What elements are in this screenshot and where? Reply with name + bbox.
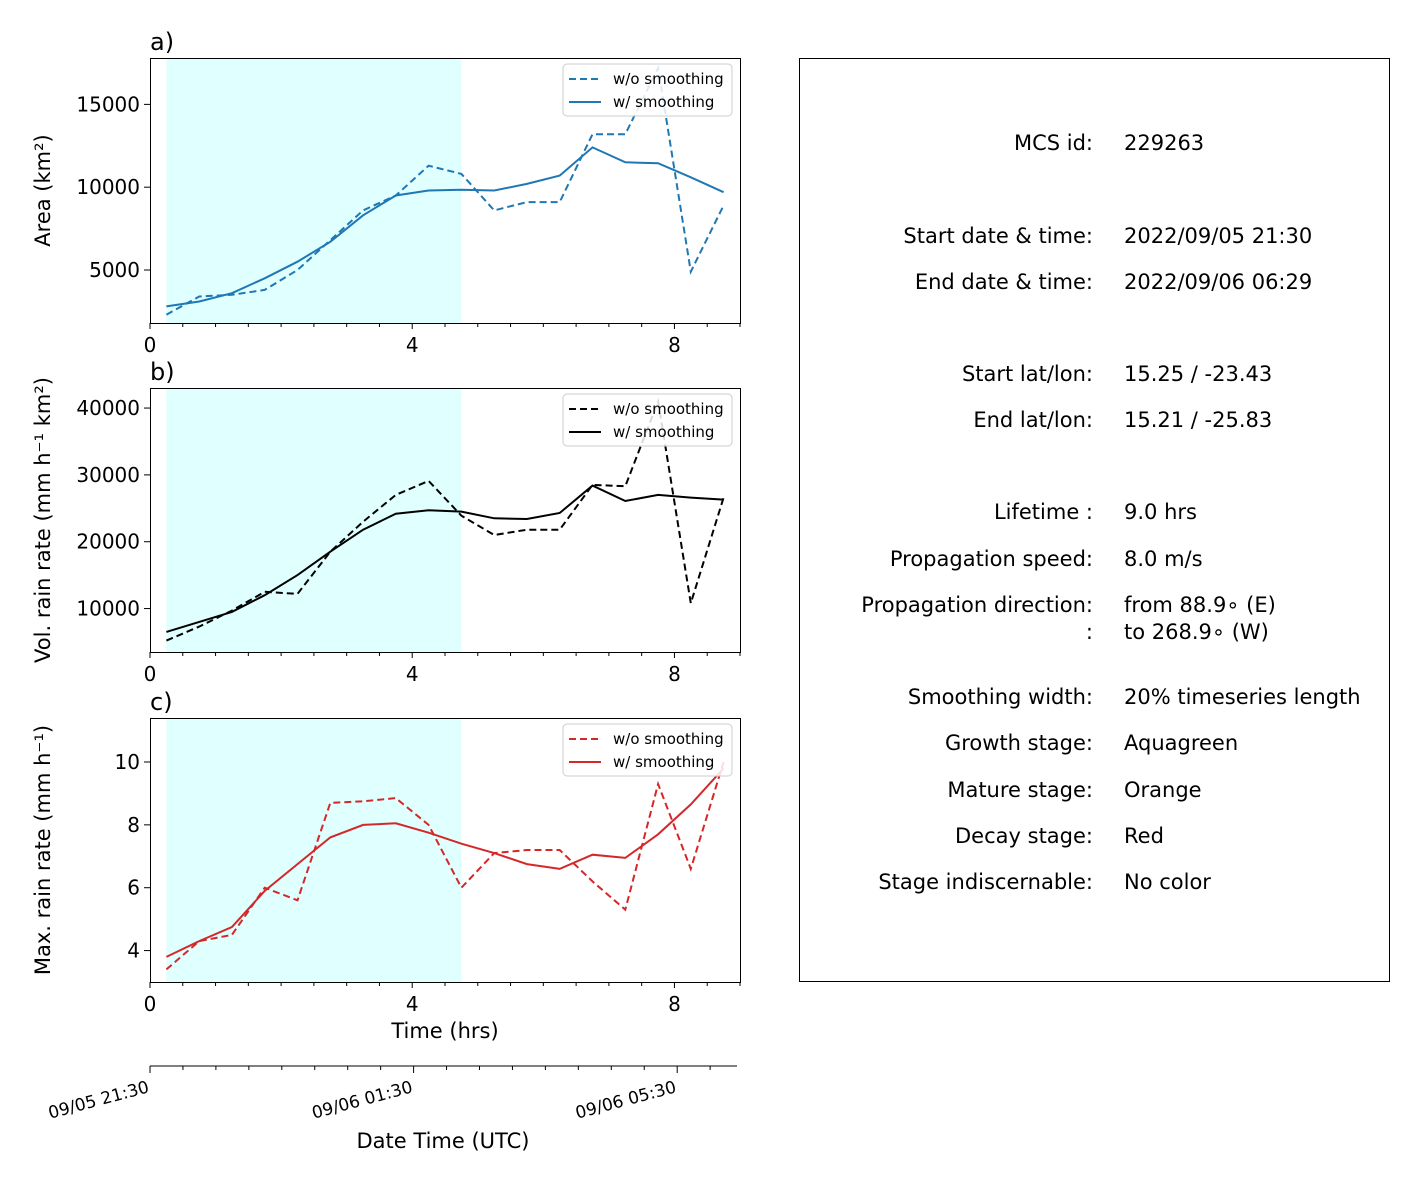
datetime-axis: 09/05 21:30 09/06 01:30 09/06 05:30 Date T… [46, 1065, 737, 1153]
legend-entry: w/ smoothing [613, 753, 714, 771]
legend: w/o smoothing w/ smoothing [562, 393, 733, 447]
info-label: : [1086, 620, 1093, 644]
info-label: Decay stage: [955, 824, 1093, 848]
info-value: 229263 [1124, 131, 1204, 155]
panel-a-area: 0 4 8 5000 10000 15000 a) Area (km²) w/o smoo… [31, 28, 741, 357]
info-value: 9.0 hrs [1124, 500, 1197, 524]
y-tick-label: 4 [127, 939, 140, 963]
info-value: Aquagreen [1124, 731, 1238, 755]
info-label: Start lat/lon: [962, 362, 1093, 386]
legend-entry: w/o smoothing [613, 730, 724, 748]
info-label: Growth stage: [945, 731, 1093, 755]
info-label: Start date & time: [903, 224, 1093, 248]
info-label: MCS id: [1014, 131, 1093, 155]
info-label: Propagation direction: [861, 593, 1093, 617]
panel-letter: b) [150, 358, 175, 386]
y-tick-label: 40000 [76, 396, 140, 420]
legend: w/o smoothing w/ smoothing [562, 63, 733, 117]
info-label: Propagation speed: [890, 547, 1093, 571]
info-box-frame [799, 58, 1390, 982]
legend-entry: w/ smoothing [613, 93, 714, 111]
y-axis-label: Area (km²) [31, 134, 55, 246]
x-tick-label: 0 [144, 662, 157, 686]
x-tick-label: 4 [406, 333, 419, 357]
info-value: 2022/09/06 06:29 [1124, 270, 1312, 294]
y-tick-label: 10000 [76, 597, 140, 621]
x-tick-label: 0 [144, 992, 157, 1016]
growth-stage-shade [166, 388, 462, 652]
x-tick-label: 4 [406, 992, 419, 1016]
series-line-without-smoothing [166, 397, 725, 642]
y-tick-label: 15000 [76, 92, 140, 116]
growth-stage-shade [166, 58, 462, 323]
legend-entry: w/o smoothing [613, 400, 724, 418]
panel-c-max-rain-rate: 0 4 8 4 6 8 10 c) Max. rain rate (mm h⁻¹) Time… [31, 688, 741, 1043]
y-tick-label: 6 [127, 876, 140, 900]
datetime-tick-label: 09/06 05:30 [573, 1078, 678, 1124]
y-tick-label: 20000 [76, 530, 140, 554]
datetime-tick-label: 09/06 01:30 [310, 1078, 415, 1124]
panel-letter: a) [150, 28, 174, 56]
info-value: Orange [1124, 778, 1202, 802]
info-value: Red [1124, 824, 1164, 848]
info-value: to 268.9∘ (W) [1124, 620, 1269, 644]
x-axis-label: Time (hrs) [390, 1019, 498, 1043]
y-axis-label: Max. rain rate (mm h⁻¹) [31, 725, 55, 975]
y-tick-label: 30000 [76, 463, 140, 487]
info-label: End date & time: [915, 270, 1093, 294]
x-tick-label: 8 [668, 333, 681, 357]
info-value: 2022/09/05 21:30 [1124, 224, 1312, 248]
legend-entry: w/o smoothing [613, 70, 724, 88]
info-value: 15.25 / -23.43 [1124, 362, 1272, 386]
series-line-with-smoothing [166, 146, 725, 308]
info-label: Lifetime : [994, 500, 1093, 524]
x-tick-label: 8 [668, 992, 681, 1016]
info-label: End lat/lon: [973, 408, 1093, 432]
y-tick-label: 5000 [89, 258, 140, 282]
info-value: 20% timeseries length [1124, 685, 1361, 709]
info-label: Mature stage: [947, 778, 1093, 802]
panel-letter: c) [150, 688, 173, 716]
x-tick-label: 4 [406, 662, 419, 686]
x-tick-label: 8 [668, 662, 681, 686]
x-tick-label: 0 [144, 333, 157, 357]
info-value: 15.21 / -25.83 [1124, 408, 1272, 432]
y-tick-label: 10 [115, 750, 140, 774]
info-value: from 88.9∘ (E) [1124, 593, 1276, 617]
y-tick-label: 8 [127, 813, 140, 837]
info-value: No color [1124, 870, 1211, 894]
y-tick-label: 10000 [76, 175, 140, 199]
series-line-with-smoothing [166, 484, 724, 633]
legend-box [562, 63, 733, 117]
legend-box [562, 723, 733, 777]
series-line-with-smoothing [165, 767, 725, 958]
info-label: Smoothing width: [908, 685, 1093, 709]
legend: w/o smoothing w/ smoothing [562, 723, 733, 777]
legend-box [562, 393, 733, 447]
info-value: 8.0 m/s [1124, 547, 1203, 571]
y-axis-label: Vol. rain rate (mm h⁻¹ km²) [31, 377, 55, 663]
panel-b-volume-rain-rate: 0 4 8 10000 20000 30000 40000 b) Vol. rain rat… [31, 358, 741, 686]
datetime-axis-label: Date Time (UTC) [357, 1129, 530, 1153]
info-panel: MCS id: 229263 Start date & time: 2022/09/0… [799, 58, 1390, 982]
legend-entry: w/ smoothing [613, 423, 714, 441]
datetime-tick-label: 09/05 21:30 [46, 1078, 151, 1124]
info-label: Stage indiscernable: [878, 870, 1093, 894]
